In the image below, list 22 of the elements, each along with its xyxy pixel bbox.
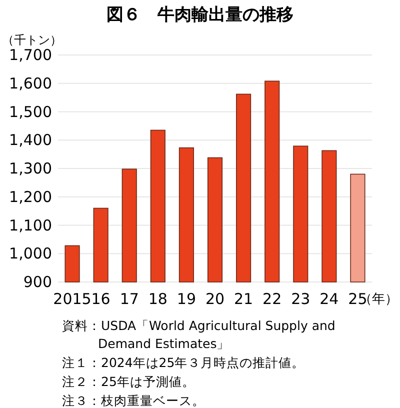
title: 図６ 牛肉輸出量の推移 — [106, 5, 294, 25]
y-tick-label: 1,000 — [9, 244, 52, 263]
y-tick-label: 1,500 — [9, 102, 52, 121]
y-tick-label: 1,700 — [9, 46, 52, 64]
y-tick-label: 1,200 — [9, 188, 52, 206]
x-tick-label: 18 — [148, 290, 168, 308]
ylabel: （千トン） — [2, 33, 62, 47]
x-tick-label: 16 — [91, 290, 110, 308]
y-tick-label: 900 — [23, 273, 52, 291]
x-tick-label: 22 — [262, 290, 282, 308]
y-tick-label: 1,600 — [9, 74, 52, 92]
y-tick-label: 1,300 — [9, 160, 52, 178]
x-tick-label: 21 — [234, 290, 254, 308]
x-tick-label: 25 — [348, 290, 368, 308]
x-tick-label: 20 — [205, 290, 225, 308]
y-tick-label: 1,100 — [9, 216, 52, 234]
x-tick-label: 2015 — [53, 290, 92, 308]
x-tick-label: 23 — [291, 290, 310, 308]
x-tick-label: 24 — [320, 290, 339, 308]
x-tick-label: 17 — [120, 290, 139, 308]
x-tick-label: 19 — [176, 290, 196, 308]
y-tick-label: 1,400 — [9, 131, 52, 150]
